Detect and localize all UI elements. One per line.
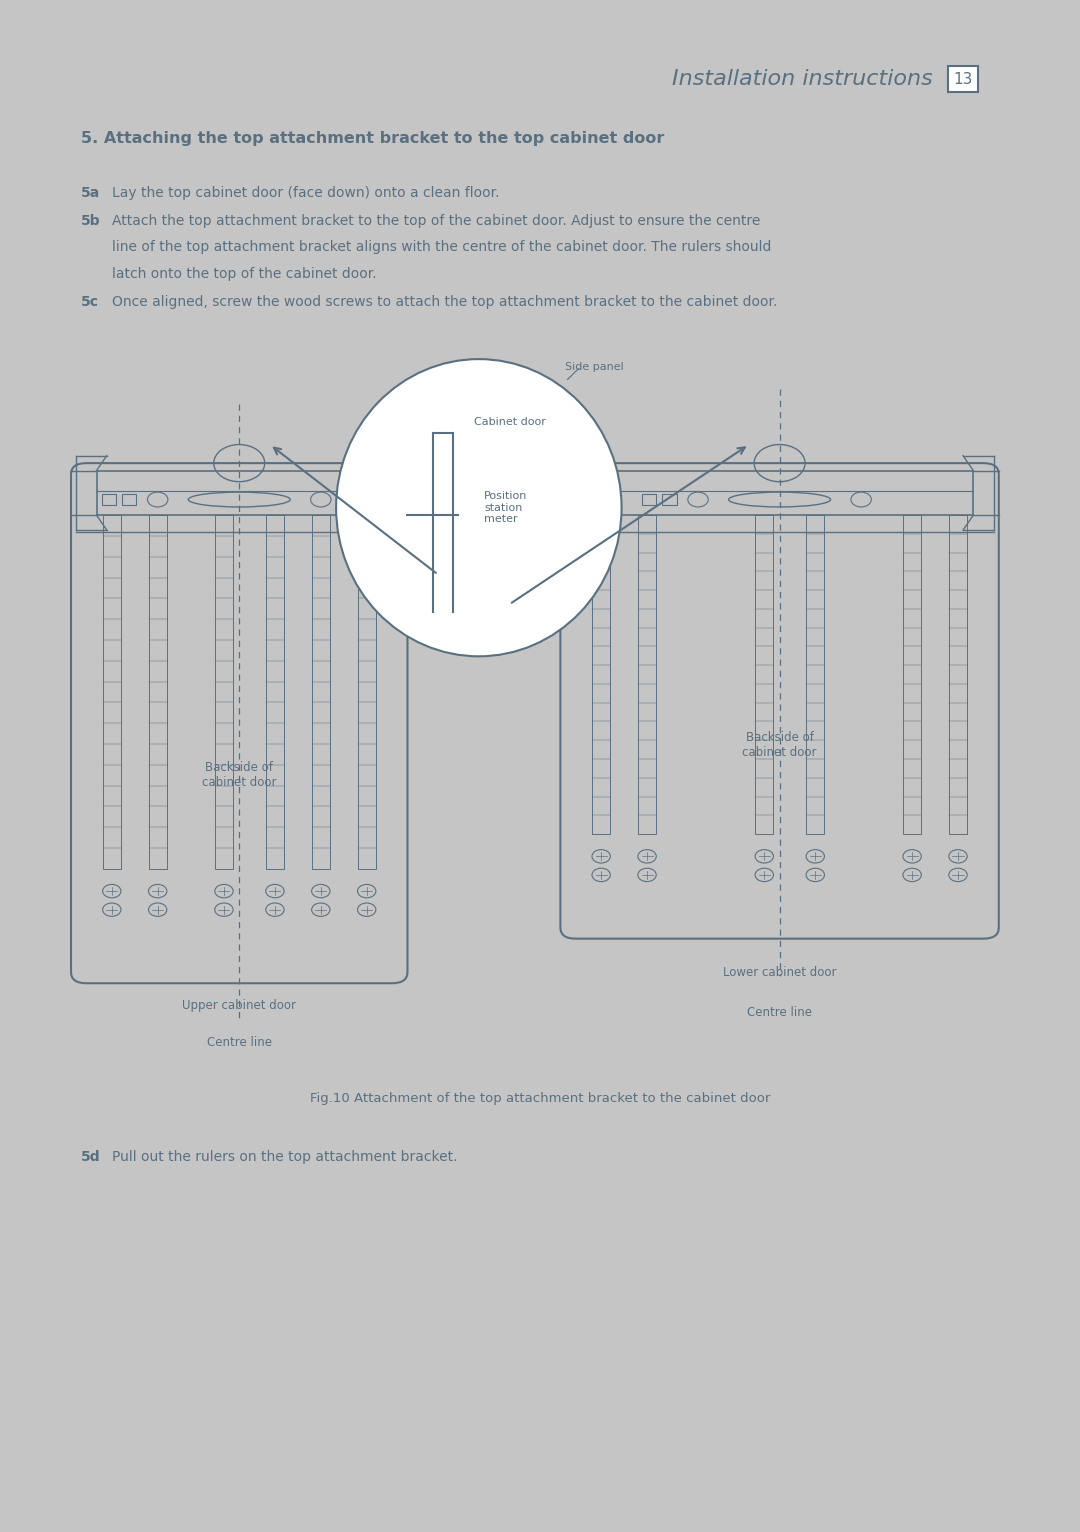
Bar (949, 515, 968, 833)
Text: Upper cabinet door: Upper cabinet door (183, 999, 296, 1013)
Text: 5a: 5a (81, 185, 100, 199)
Bar (806, 515, 824, 833)
Bar (903, 515, 921, 833)
Text: Attach the top attachment bracket to the top of the cabinet door. Adjust to ensu: Attach the top attachment bracket to the… (112, 213, 760, 228)
Bar (149, 515, 166, 869)
Text: Once aligned, screw the wood screws to attach the top attachment bracket to the : Once aligned, screw the wood screws to a… (112, 294, 778, 309)
Text: Pull out the rulers on the top attachment bracket.: Pull out the rulers on the top attachmen… (112, 1151, 457, 1164)
Ellipse shape (336, 358, 622, 656)
Text: Cabinet door: Cabinet door (474, 417, 545, 427)
Bar (585, 470, 973, 515)
Bar (662, 495, 676, 504)
Bar (122, 495, 136, 504)
Bar (102, 495, 116, 504)
Text: 13: 13 (954, 72, 973, 87)
Text: Side panel: Side panel (566, 362, 624, 372)
Bar (755, 515, 773, 833)
Bar (103, 515, 121, 869)
Text: Backside of
cabinet door: Backside of cabinet door (742, 731, 816, 760)
Bar (592, 515, 610, 833)
Text: Fig.10 Attachment of the top attachment bracket to the cabinet door: Fig.10 Attachment of the top attachment … (310, 1092, 770, 1105)
Text: 5d: 5d (81, 1151, 100, 1164)
Bar (96, 470, 382, 515)
Text: Centre line: Centre line (747, 1007, 812, 1019)
Text: 5c: 5c (81, 294, 99, 309)
Text: Lower cabinet door: Lower cabinet door (723, 965, 836, 979)
Bar (266, 515, 284, 869)
Text: 5. Attaching the top attachment bracket to the top cabinet door: 5. Attaching the top attachment bracket … (81, 130, 664, 146)
Bar (642, 495, 657, 504)
Bar (312, 515, 330, 869)
Text: Position
station
meter: Position station meter (484, 492, 527, 524)
Text: Backside of
cabinet door: Backside of cabinet door (202, 761, 276, 789)
Text: line of the top attachment bracket aligns with the centre of the cabinet door. T: line of the top attachment bracket align… (112, 241, 771, 254)
Text: Centre line: Centre line (206, 1036, 272, 1049)
Bar (638, 515, 657, 833)
Bar (215, 515, 233, 869)
Text: Lay the top cabinet door (face down) onto a clean floor.: Lay the top cabinet door (face down) ont… (112, 185, 499, 199)
Text: Installation instructions: Installation instructions (672, 69, 932, 89)
Text: 5b: 5b (81, 213, 100, 228)
Bar (357, 515, 376, 869)
Text: latch onto the top of the cabinet door.: latch onto the top of the cabinet door. (112, 267, 377, 280)
